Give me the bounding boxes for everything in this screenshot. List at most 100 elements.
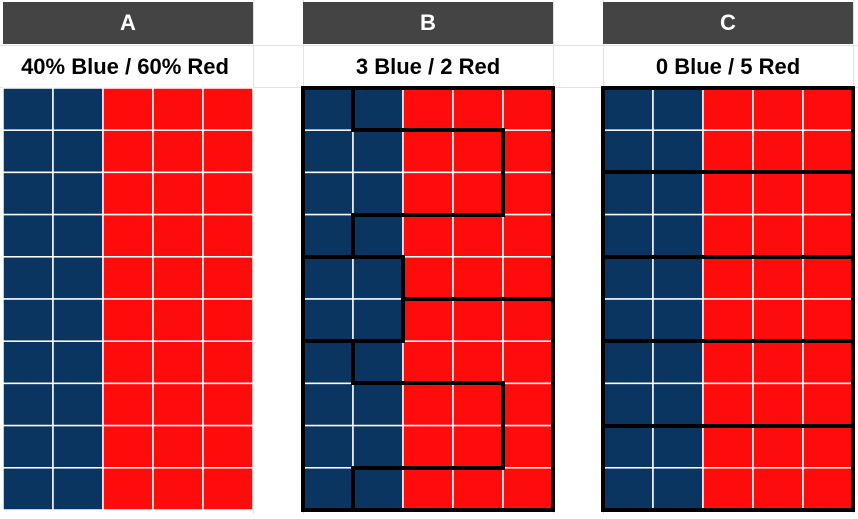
cell [2, 256, 54, 300]
cell [702, 340, 754, 385]
cell [302, 129, 354, 174]
cell [202, 382, 254, 427]
cell [302, 256, 354, 300]
cell [52, 382, 104, 427]
cell [452, 382, 504, 427]
cell [352, 467, 404, 511]
cell [102, 256, 154, 300]
cell [652, 298, 704, 342]
cell [502, 256, 554, 300]
cell [452, 129, 504, 174]
panel-header: A [120, 10, 136, 35]
cell [102, 340, 154, 385]
cell [202, 340, 254, 385]
cell [452, 87, 504, 131]
cell [702, 171, 754, 216]
cell [202, 213, 254, 258]
header-bar [3, 2, 253, 44]
cell [152, 129, 204, 174]
cell [302, 424, 354, 469]
cell [52, 213, 104, 258]
cell [502, 171, 554, 216]
cell [102, 87, 154, 131]
cell [302, 467, 354, 511]
cell [502, 298, 554, 342]
cell [52, 340, 104, 385]
cell [202, 467, 254, 511]
cell [52, 467, 104, 511]
cell [802, 340, 854, 385]
cell [302, 382, 354, 427]
cell [752, 424, 804, 469]
cell [152, 87, 204, 131]
cell [302, 171, 354, 216]
cell [802, 382, 854, 427]
cell [302, 298, 354, 342]
cell [502, 213, 554, 258]
cell [152, 340, 204, 385]
cell [52, 129, 104, 174]
cell [2, 129, 54, 174]
cell [402, 467, 454, 511]
cell [202, 424, 254, 469]
cell [202, 298, 254, 342]
cell [302, 213, 354, 258]
cell [52, 256, 104, 300]
cell [352, 171, 404, 216]
cell [402, 298, 454, 342]
cell [452, 424, 504, 469]
cell [752, 382, 804, 427]
cell [2, 424, 54, 469]
cell [402, 256, 454, 300]
cell [102, 129, 154, 174]
cell [352, 87, 404, 131]
cell [802, 213, 854, 258]
cell [2, 382, 54, 427]
cell-grid [602, 87, 854, 511]
cell [602, 213, 654, 258]
cell [152, 467, 204, 511]
cell [152, 424, 204, 469]
panel-header: C [720, 10, 736, 35]
cell [302, 87, 354, 131]
cell [102, 298, 154, 342]
cell [802, 171, 854, 216]
cell [152, 213, 204, 258]
cell [802, 467, 854, 511]
cell [402, 213, 454, 258]
cell [502, 129, 554, 174]
cell [652, 129, 704, 174]
panel-caption: 3 Blue / 2 Red [356, 54, 500, 79]
cell [502, 382, 554, 427]
cell [402, 129, 454, 174]
cell [352, 382, 404, 427]
cell [402, 382, 454, 427]
panel-header: B [420, 10, 436, 35]
cell [652, 256, 704, 300]
cell [152, 382, 204, 427]
cell [402, 171, 454, 216]
cell [2, 298, 54, 342]
cell [352, 424, 404, 469]
cell [352, 298, 404, 342]
cell [752, 340, 804, 385]
cell [652, 424, 704, 469]
cell [802, 298, 854, 342]
cell [452, 171, 504, 216]
cell [452, 467, 504, 511]
cell [602, 256, 654, 300]
cell [102, 213, 154, 258]
cell [102, 424, 154, 469]
cell [702, 467, 754, 511]
cell [2, 340, 54, 385]
cell [352, 340, 404, 385]
cell [602, 129, 654, 174]
cell [452, 256, 504, 300]
cell [452, 298, 504, 342]
cell [152, 298, 204, 342]
cell [752, 256, 804, 300]
cell [752, 213, 804, 258]
cell-grid [2, 87, 254, 511]
cell [502, 467, 554, 511]
cell [52, 424, 104, 469]
